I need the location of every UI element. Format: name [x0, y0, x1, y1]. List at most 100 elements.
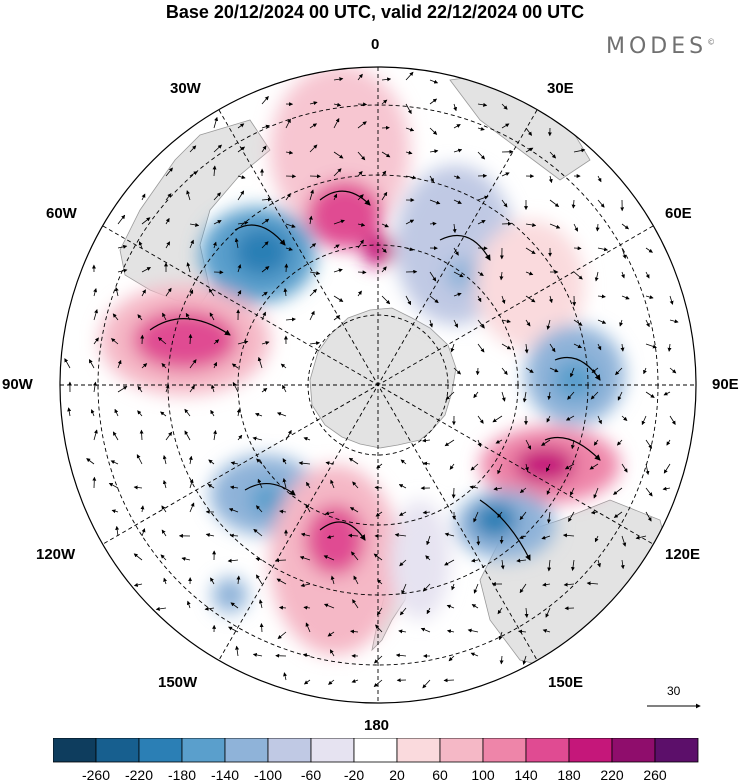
wind-vector: [525, 147, 534, 153]
wind-vector: [252, 436, 263, 441]
wind-vector: [300, 583, 311, 588]
wind-vector: [467, 628, 479, 633]
colorbar: [53, 738, 699, 763]
colorbar-tick-label: -100: [253, 767, 283, 783]
colorbar-swatch: [181, 738, 226, 763]
wind-vector: [549, 343, 556, 353]
wind-vector: [545, 607, 551, 618]
colorbar-tick-label: 100: [471, 767, 495, 783]
wind-vector: [155, 606, 167, 611]
wind-vector: [381, 223, 389, 228]
wind-vector: [645, 343, 657, 349]
wind-vector: [398, 629, 407, 634]
wind-vector: [405, 127, 415, 132]
wind-vector: [501, 319, 511, 324]
colorbar-swatch: [525, 738, 570, 763]
wind-vector: [429, 319, 434, 328]
wind-vector: [357, 290, 362, 297]
wind-vector: [255, 505, 263, 513]
wind-vector: [255, 557, 263, 562]
wind-vector: [641, 415, 647, 426]
wind-vector: [309, 144, 318, 153]
wind-vector: [305, 622, 311, 633]
anomaly-field: [100, 67, 625, 655]
wind-vector: [184, 408, 191, 417]
wind-vector: [234, 237, 239, 249]
wind-vector: [381, 170, 387, 177]
wind-vector: [426, 607, 431, 615]
colorbar-tick-label: -140: [210, 767, 240, 783]
graticule: [60, 67, 696, 703]
colorbar-tick-label: -60: [300, 767, 322, 783]
wind-vector: [300, 532, 311, 537]
wind-vector: [237, 175, 246, 180]
wind-vector: [499, 535, 504, 544]
wind-vector: [446, 604, 455, 609]
wind-vector: [237, 146, 246, 153]
wind-vector: [136, 454, 143, 465]
wind-vector: [348, 457, 359, 465]
wind-vector: [189, 385, 195, 393]
wind-vector: [188, 333, 193, 345]
wind-vector: [279, 509, 287, 514]
wind-vector: [189, 502, 195, 513]
wind-vector: [285, 317, 296, 322]
wind-vector: [237, 340, 249, 345]
wind-vector: [357, 171, 363, 177]
wind-vector: [207, 484, 215, 489]
wind-vector: [277, 631, 287, 640]
lon-label-150w: 150W: [158, 674, 198, 691]
wind-vector: [573, 343, 582, 349]
wind-vector: [186, 262, 191, 273]
wind-vector: [617, 391, 623, 401]
wind-vector: [476, 535, 481, 546]
wind-vector: [112, 431, 119, 441]
wind-vector: [261, 95, 269, 105]
colorbar-tick-label: 20: [389, 767, 405, 783]
wind-vector: [518, 629, 527, 634]
wind-vector: [590, 510, 599, 515]
wind-vector: [500, 559, 505, 570]
wind-vector: [210, 577, 215, 585]
wind-vector: [208, 459, 215, 465]
wind-vector: [253, 528, 263, 537]
wind-vector: [593, 487, 599, 499]
wind-vector: [444, 532, 455, 537]
wind-vector: [141, 363, 148, 369]
wind-vector: [645, 271, 650, 279]
wind-vector: [405, 103, 412, 115]
colorbar-tick-label: 220: [600, 767, 624, 783]
wind-vector: [213, 192, 221, 201]
wind-vector: [309, 189, 314, 201]
wind-vector: [189, 359, 197, 369]
wind-vector: [189, 239, 194, 249]
wind-vector: [137, 410, 143, 417]
wind-vector: [497, 463, 503, 475]
wind-vector: [645, 247, 653, 253]
wind-vector: [165, 287, 172, 297]
wind-vector: [453, 367, 461, 375]
wind-vector: [593, 439, 599, 446]
wind-vector: [309, 271, 321, 276]
wind-vector: [349, 507, 359, 513]
colorbar-tick-label: 140: [514, 767, 538, 783]
wind-vector: [284, 263, 289, 273]
colorbar-tick-label: -180: [167, 767, 197, 783]
wind-vector: [213, 144, 222, 153]
wind-vector: [327, 631, 335, 637]
wind-vector: [236, 408, 241, 417]
wind-vector: [565, 415, 575, 421]
wind-vector: [621, 295, 630, 300]
polar-map: [59, 66, 701, 709]
wind-vector: [492, 415, 503, 423]
wind-vector: [110, 460, 119, 465]
wind-vector: [501, 103, 508, 110]
wind-vector: [451, 583, 455, 591]
wind-vector: [620, 559, 625, 570]
wind-vector: [93, 337, 99, 345]
wind-vector: [186, 600, 191, 609]
flow-streamlines: [149, 190, 601, 561]
wind-vector: [357, 73, 363, 81]
wind-vector: [282, 458, 287, 465]
wind-vector: [429, 149, 439, 154]
